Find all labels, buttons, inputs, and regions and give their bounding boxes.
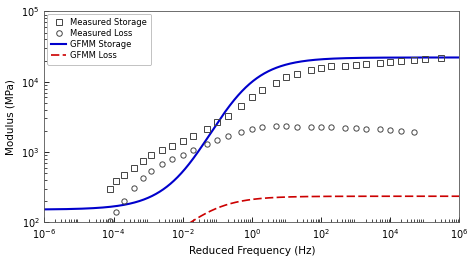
- Legend: Measured Storage, Measured Loss, GFMM Storage, GFMM Loss: Measured Storage, Measured Loss, GFMM St…: [47, 14, 151, 64]
- Y-axis label: Modulus (MPa): Modulus (MPa): [6, 79, 16, 155]
- X-axis label: Reduced Frequency (Hz): Reduced Frequency (Hz): [189, 247, 315, 256]
